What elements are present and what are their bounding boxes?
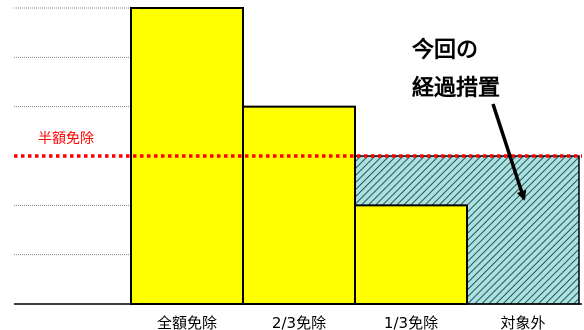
reference-line-label: 半額免除 [38, 131, 94, 147]
x-axis: 全額免除 2/3免除 1/3免除 対象外 [14, 303, 582, 330]
bar-2 [354, 204, 468, 305]
annotation-line-1: 今回の [412, 37, 478, 63]
annotation-arrow [491, 103, 527, 201]
annotation: 今回の 経過措置 [412, 37, 527, 201]
x-tick-label-0: 全額免除 [157, 314, 217, 330]
bar-1 [242, 105, 356, 305]
x-tick-label-1: 2/3免除 [272, 314, 326, 330]
x-tick-label-3: 対象外 [500, 314, 545, 330]
x-tick-label-2: 1/3免除 [384, 314, 438, 330]
annotation-line-2: 経過措置 [412, 75, 500, 101]
